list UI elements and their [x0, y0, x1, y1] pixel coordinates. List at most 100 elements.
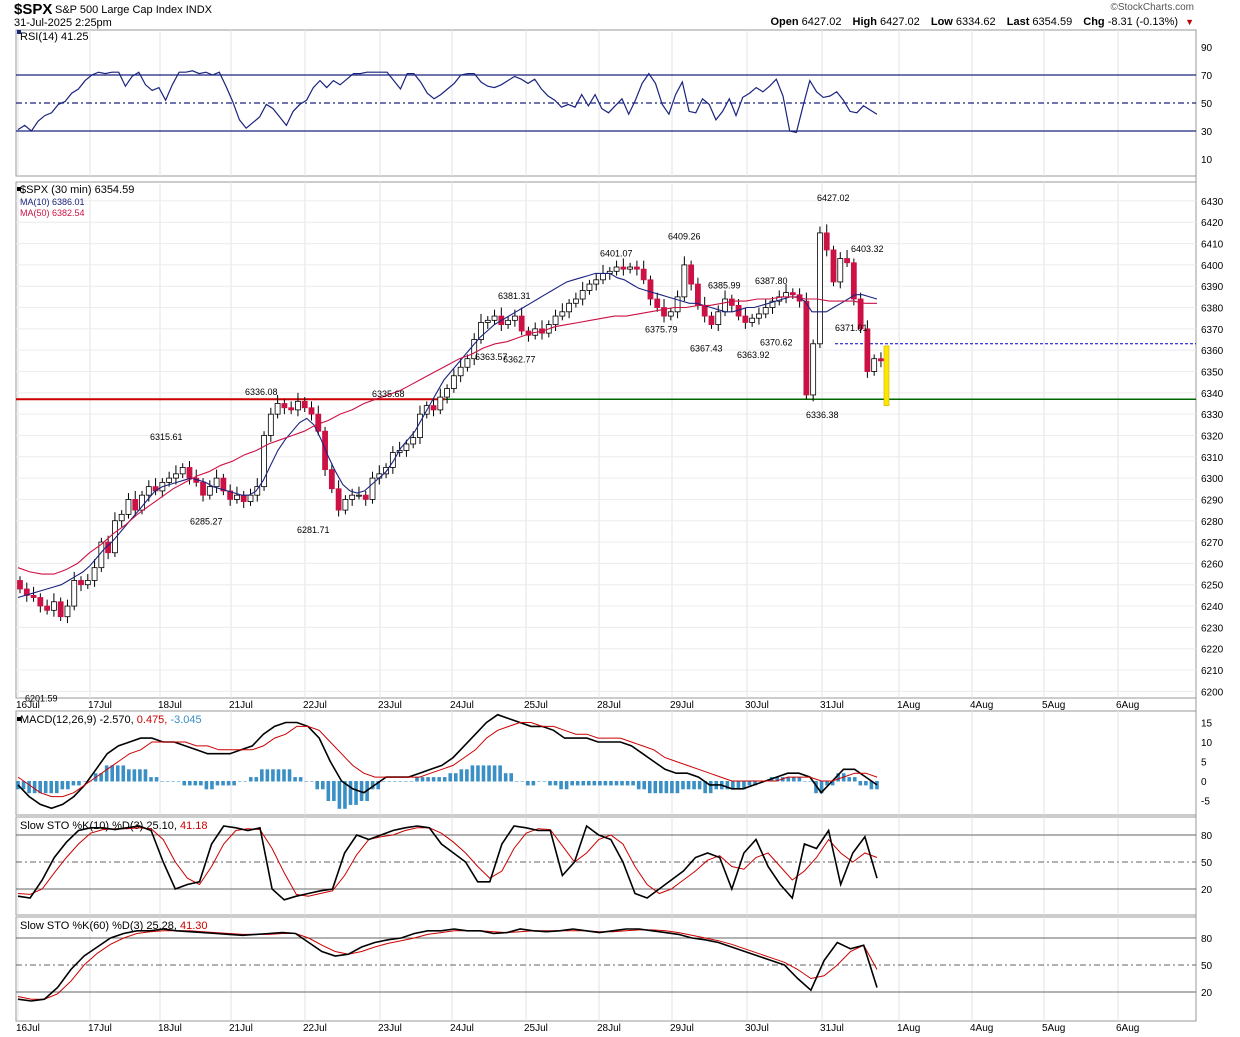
price-ytick-6270: 6270	[1201, 538, 1224, 549]
candle-body	[362, 494, 369, 500]
macd-hist-bar	[66, 781, 70, 790]
symbol-name: S&P 500 Large Cap Index	[55, 4, 183, 16]
macd-hist-bar	[359, 781, 364, 801]
candle	[871, 354, 878, 376]
macd-hist-bar	[149, 777, 153, 782]
candle-body	[91, 567, 98, 581]
candle-body	[64, 605, 71, 618]
macd-hist-bar	[176, 781, 181, 782]
macd-hist-bar	[847, 777, 852, 782]
date-label-bottom-23Jul: 23Jul	[378, 1023, 402, 1034]
price-annotation-6367.43: 6367.43	[690, 344, 723, 354]
candle	[369, 471, 376, 504]
price-ytick-6390: 6390	[1201, 282, 1224, 293]
macd-hist-bar	[564, 781, 569, 790]
macd-hist-bar	[659, 781, 663, 794]
last-value: 6354.59	[1032, 16, 1073, 28]
macd-hist-bar	[54, 781, 59, 794]
candle-body	[586, 283, 593, 291]
macd-hist-bar	[226, 781, 231, 786]
candle-body	[674, 296, 681, 313]
macd-hist-bar	[681, 781, 685, 790]
candle-body	[403, 443, 410, 451]
macd-hist-bar	[132, 769, 137, 782]
price-annotation-6315.61: 6315.61	[150, 432, 183, 442]
candle	[23, 582, 30, 602]
candle-body	[783, 292, 789, 298]
sto10-legend-part: 41.18	[177, 820, 208, 832]
macd-hist-bar	[830, 781, 835, 786]
macd-hist-bar	[409, 781, 414, 782]
candle-body	[132, 499, 139, 511]
macd-hist-bar	[154, 777, 159, 782]
price-annotation-6363.57: 6363.57	[475, 352, 508, 362]
date-label-top-21Jul: 21Jul	[229, 700, 253, 711]
macd-hist-bar	[309, 781, 314, 782]
candle	[661, 299, 667, 323]
date-label-top-22Jul: 22Jul	[303, 700, 327, 711]
macd-hist-bar	[43, 781, 48, 794]
date-label-bottom-29Jul: 29Jul	[670, 1023, 694, 1034]
macd-hist-bar	[71, 781, 76, 786]
candle-body	[505, 319, 511, 325]
candle	[295, 392, 301, 417]
macd-hist-bar	[376, 781, 381, 790]
candle	[532, 322, 539, 340]
price-ytick-6400: 6400	[1201, 261, 1224, 272]
sto10-panel: 80 50 20 Slow STO %K(10) %D(3) 25.10, 41.18	[16, 820, 1213, 901]
candle-body	[491, 315, 498, 321]
candle-body	[667, 311, 674, 317]
sto60-ytick-50: 50	[1201, 961, 1213, 972]
price-ytick-6260: 6260	[1201, 559, 1224, 570]
price-annotation-6363.92: 6363.92	[737, 350, 770, 360]
candle-body	[301, 400, 308, 409]
sto10-ytick-50: 50	[1201, 858, 1213, 869]
date-label-top-24Jul: 24Jul	[450, 700, 474, 711]
price-ytick-6200: 6200	[1201, 687, 1224, 698]
candle	[552, 309, 559, 331]
candle-body	[30, 594, 37, 598]
price-annotation-6427.02: 6427.02	[817, 193, 850, 203]
candle-body	[261, 435, 267, 488]
candle	[308, 401, 315, 421]
candle-body	[478, 322, 484, 340]
date-label-bottom-5Aug: 5Aug	[1042, 1023, 1065, 1034]
candle-body	[810, 343, 817, 396]
macd-hist-bar	[836, 773, 840, 782]
macd-hist-bar	[526, 781, 530, 786]
macd-hist-bar	[792, 777, 796, 782]
candle-body	[640, 268, 647, 281]
macd-hist-bar	[459, 769, 464, 782]
chg-value: -8.31 (-0.13%)	[1107, 16, 1179, 28]
price-annotation-6370.62: 6370.62	[760, 337, 793, 347]
date-label-top-30Jul: 30Jul	[745, 700, 769, 711]
candle	[78, 576, 84, 592]
sto60-legend-part: 41.30	[177, 920, 208, 932]
candle-body	[457, 366, 464, 377]
macd-hist-bar	[753, 781, 757, 786]
macd-hist-bar	[193, 781, 198, 786]
date-label-top-31Jul: 31Jul	[820, 700, 844, 711]
panel-frame-macd	[15, 710, 1197, 816]
candle	[471, 333, 478, 366]
candle	[505, 316, 511, 329]
candle	[437, 388, 444, 415]
macd-hist-bar	[542, 781, 547, 782]
macd-ytick-10: 10	[1201, 738, 1213, 749]
candle-body	[315, 413, 322, 432]
candle-body	[389, 452, 396, 468]
candle-body	[661, 307, 667, 317]
timestamp: 31-Jul-2025 2:25pm	[14, 17, 112, 29]
candle-body	[749, 317, 756, 323]
candle-body	[593, 279, 600, 285]
date-label-top-6Aug: 6Aug	[1116, 700, 1139, 711]
candle-body	[464, 358, 471, 368]
date-label-bottom-16Jul: 16Jul	[16, 1023, 40, 1034]
macd-hist-bar	[415, 777, 419, 782]
candle-body	[830, 249, 837, 283]
macd-hist-bar	[498, 765, 502, 782]
price-ytick-6420: 6420	[1201, 218, 1224, 229]
rsi-ytick-50: 50	[1201, 99, 1213, 110]
price-ytick-6330: 6330	[1201, 410, 1224, 421]
candle	[620, 258, 627, 276]
